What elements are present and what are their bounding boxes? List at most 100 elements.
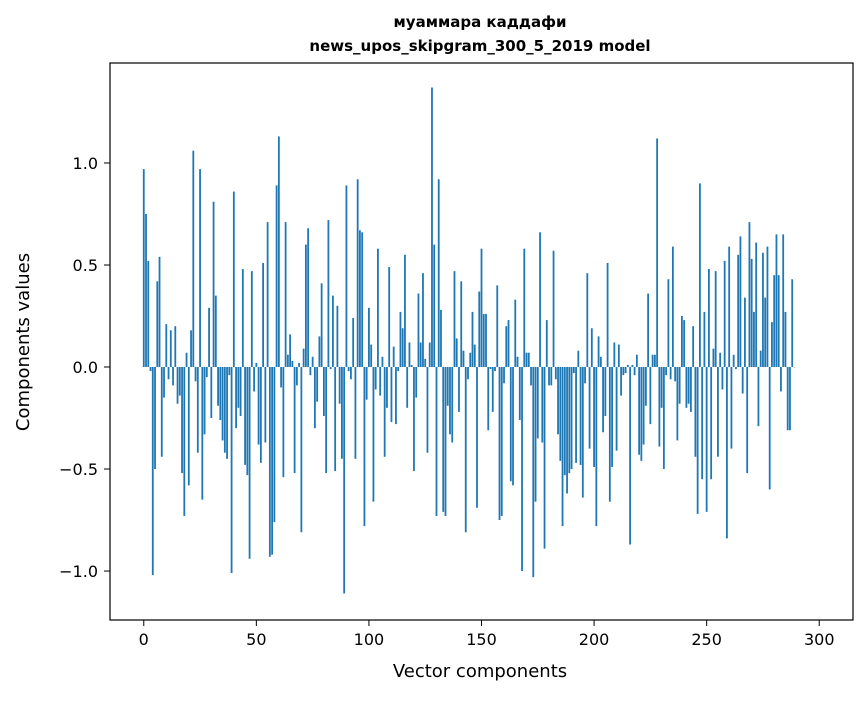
y-tick-label: −0.5 [59,460,98,479]
bar [177,367,179,404]
bar [787,367,789,430]
bar [670,367,672,379]
bar [505,326,507,367]
bar [535,367,537,502]
bar [188,367,190,485]
bar [409,343,411,367]
bar [724,261,726,367]
bar [258,367,260,445]
bar [352,318,354,367]
bar [749,222,751,367]
bar [433,245,435,367]
bar [773,275,775,367]
bar [510,367,512,481]
bar [213,202,215,367]
bar [760,351,762,367]
bar [300,367,302,532]
bar [692,326,694,367]
bar [289,334,291,367]
bar [755,243,757,367]
bar [654,355,656,367]
bar [240,367,242,416]
bar [233,192,235,367]
bar [548,367,550,385]
bar [174,326,176,367]
bar [210,367,212,418]
bar [710,367,712,479]
bar [228,367,230,375]
bar [494,367,496,371]
bar [553,251,555,367]
bar [595,367,597,526]
bar [154,367,156,469]
bar [242,269,244,367]
bar [667,279,669,367]
bar [519,367,521,420]
bar [789,367,791,430]
bar [517,357,519,367]
bar [683,320,685,367]
bar [262,263,264,367]
bar [737,255,739,367]
bar [674,367,676,381]
bar [523,249,525,367]
bar [537,367,539,438]
bar [370,345,372,367]
bar [303,349,305,367]
y-tick-label: −1.0 [59,562,98,581]
bar [631,365,633,367]
bar [186,353,188,367]
bar [472,312,474,367]
bar [566,367,568,494]
bar [163,367,165,398]
bar [613,343,615,367]
bar [307,228,309,367]
x-tick-label: 100 [354,630,385,649]
bar [314,367,316,428]
bar [672,247,674,367]
bar [249,367,251,559]
bar [348,367,350,371]
x-tick-label: 150 [466,630,497,649]
bar [429,343,431,367]
bar [634,367,636,375]
bar [704,312,706,367]
bar [159,257,161,367]
bar [318,336,320,367]
x-tick-label: 200 [579,630,610,649]
bar [305,245,307,367]
bar [377,249,379,367]
bar [559,367,561,461]
bar [386,367,388,408]
y-tick-label: 0.0 [73,358,98,377]
bar [235,367,237,428]
x-tick-label: 300 [804,630,835,649]
bar [656,138,658,367]
bar [541,367,543,442]
bar [685,367,687,408]
bar [622,367,624,375]
bar [440,310,442,367]
bar [701,367,703,479]
bar [325,367,327,473]
bar [427,367,429,453]
bar [706,367,708,512]
bar [264,367,266,442]
bar [607,263,609,367]
bar [451,367,453,442]
bar [744,298,746,367]
bar [719,353,721,367]
bar [197,367,199,453]
bar [181,367,183,473]
bar [731,367,733,449]
bar [647,294,649,367]
bar [280,367,282,387]
bar [785,312,787,367]
bar [697,367,699,514]
bar [735,367,737,369]
bar [393,347,395,367]
bar [361,232,363,367]
y-tick-label: 0.5 [73,256,98,275]
bar [183,367,185,516]
